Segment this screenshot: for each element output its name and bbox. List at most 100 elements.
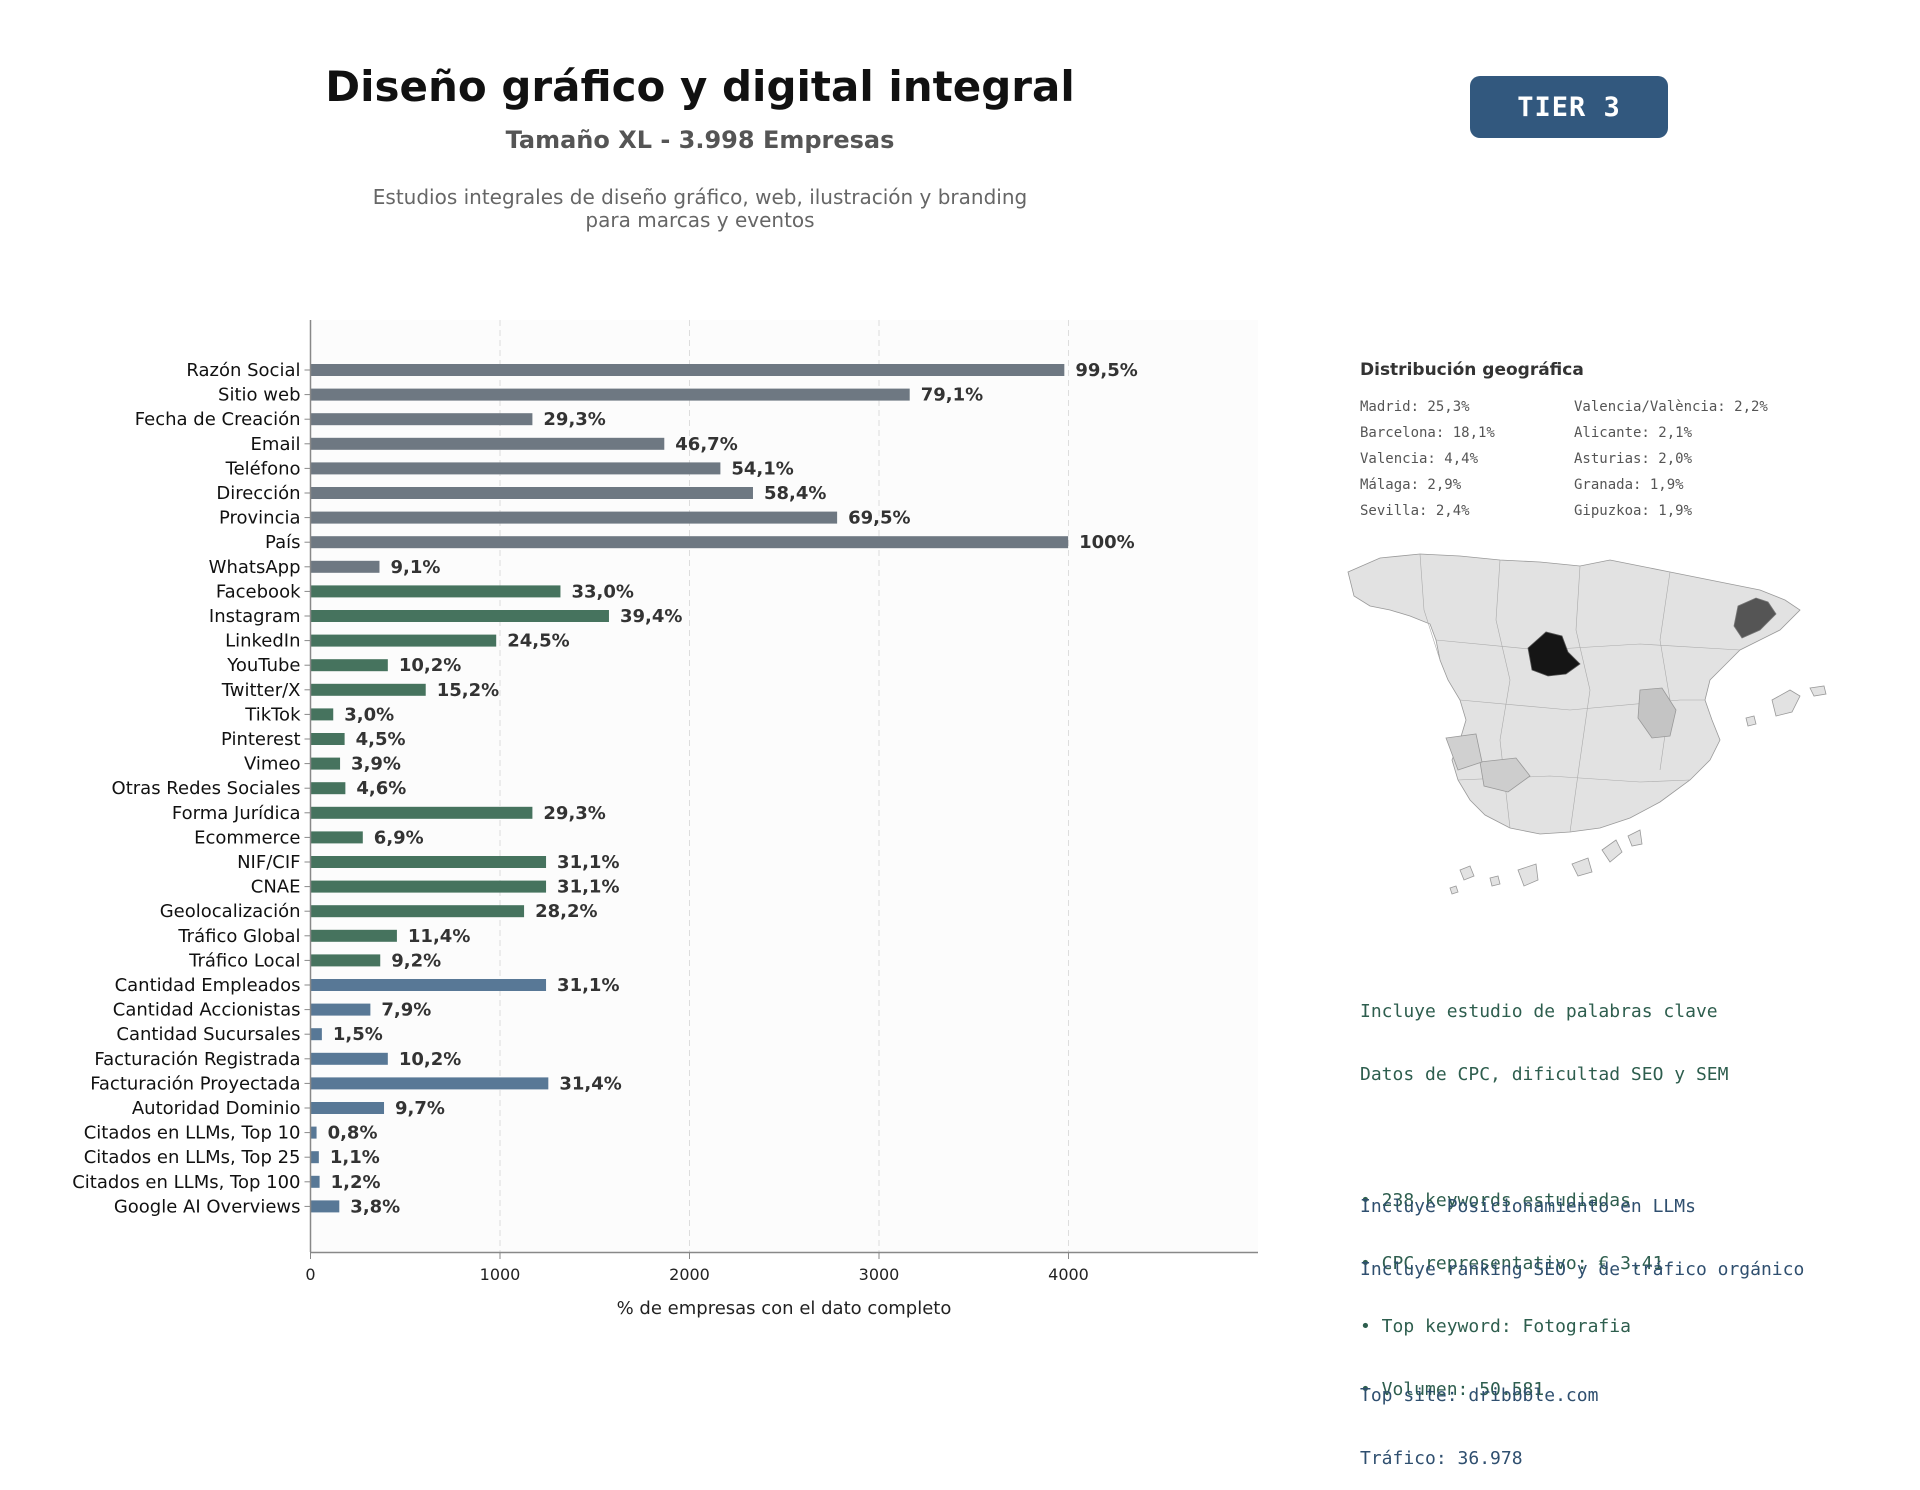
category-label: Cantidad Empleados (115, 975, 301, 996)
description-line: para marcas y eventos (585, 208, 815, 232)
map-region-sevilla (1445, 733, 1483, 771)
tier-badge: TIER 3 (1470, 76, 1668, 138)
value-label: 69,5% (848, 508, 910, 529)
category-label: Pinterest (221, 729, 301, 750)
value-label: 33,0% (571, 581, 633, 602)
bar (310, 1126, 317, 1139)
keywords-info: Incluye estudio de palabras clave Datos … (1360, 959, 1728, 1421)
value-label: 3,8% (350, 1196, 400, 1217)
map-border (1435, 639, 1741, 651)
category-label: Instagram (209, 606, 301, 627)
bar (310, 437, 665, 450)
category-label: Citados en LLMs, Top 10 (84, 1123, 301, 1144)
value-label: 6,9% (374, 827, 424, 848)
category-label: Fecha de Creación (135, 409, 301, 430)
bar (310, 1151, 319, 1164)
geo-item: Barcelona: 18,1% (1360, 425, 1495, 441)
value-label: 79,1% (921, 385, 983, 406)
value-label: 4,5% (356, 729, 406, 750)
x-ticks: 0 1000 2000 3000 4000 (305, 1252, 1089, 1284)
category-label: País (265, 532, 300, 553)
bar (310, 806, 533, 819)
bar (310, 560, 380, 573)
value-label: 31,1% (557, 877, 619, 898)
geo-item: Valencia/València: 2,2% (1574, 399, 1768, 415)
value-label: 100% (1079, 532, 1135, 553)
map-mainland (1347, 553, 1801, 835)
value-label: 9,7% (395, 1098, 445, 1119)
category-label: Vimeo (244, 754, 301, 775)
value-label: 4,6% (356, 778, 406, 799)
category-label: Tráfico Global (177, 926, 300, 947)
category-label: Razón Social (186, 360, 300, 381)
bar (310, 511, 838, 524)
map-region-valencia (1637, 687, 1677, 739)
bar (310, 733, 345, 745)
llm-line: Top site: dribbble.com (1360, 1385, 1599, 1406)
category-label: Ecommerce (194, 827, 300, 848)
geo-item: Valencia: 4,4% (1360, 451, 1479, 467)
x-tick-label: 1000 (480, 1265, 521, 1284)
page-subtitle: Tamaño XL - 3.998 Empresas (505, 126, 895, 154)
bars-group: Razón Social 99,5% Sitio web 79,1% Fecha de … (72, 360, 1138, 1217)
value-label: 11,4% (408, 926, 470, 947)
x-tick-label: 3000 (859, 1265, 900, 1284)
bar (310, 905, 525, 918)
bar (310, 462, 721, 475)
value-label: 3,9% (351, 754, 401, 775)
geo-item: Asturias: 2,0% (1574, 451, 1693, 467)
geo-item: Madrid: 25,3% (1360, 399, 1470, 415)
map-balearic-islands (1745, 685, 1827, 727)
value-label: 0,8% (328, 1123, 378, 1144)
keywords-bullet: • Top keyword: Fotografia (1360, 1316, 1631, 1337)
bar-chart: Razón Social 99,5% Sitio web 79,1% Fecha de … (72, 320, 1258, 1319)
value-label: 9,2% (391, 950, 441, 971)
category-label: Geolocalización (160, 901, 301, 922)
page-description: Estudios integrales de diseño gráfico, w… (300, 186, 1100, 232)
value-label: 10,2% (399, 655, 461, 676)
bar (310, 683, 426, 696)
value-label: 58,4% (764, 483, 826, 504)
value-label: 46,7% (675, 434, 737, 455)
bar (310, 413, 533, 426)
category-label: Citados en LLMs, Top 25 (84, 1147, 301, 1168)
category-label: LinkedIn (225, 631, 300, 652)
bar (310, 388, 910, 401)
bar (310, 954, 381, 967)
bar (310, 831, 363, 844)
value-label: 31,1% (557, 975, 619, 996)
value-label: 10,2% (399, 1049, 461, 1070)
category-label: Cantidad Accionistas (113, 1000, 301, 1021)
bar (310, 487, 753, 499)
value-label: 31,4% (559, 1073, 621, 1094)
page-title: Diseño gráfico y digital integral (325, 62, 1075, 111)
bar (310, 364, 1065, 376)
llm-line: Incluye ranking SEO y de tráfico orgánic… (1360, 1259, 1805, 1280)
bar (310, 757, 341, 770)
category-label: CNAE (251, 877, 301, 898)
category-label: Twitter/X (221, 680, 301, 701)
category-label: Facebook (216, 581, 301, 602)
category-label: Dirección (216, 483, 300, 504)
keywords-line: Datos de CPC, dificultad SEO y SEM (1360, 1064, 1729, 1085)
map-region-malaga (1479, 757, 1531, 793)
value-label: 29,3% (543, 803, 605, 824)
bar (310, 1003, 371, 1016)
geo-distribution-list: Madrid: 25,3% Valencia/València: 2,2% Ba… (1360, 398, 1840, 521)
bar (310, 708, 334, 721)
value-label: 3,0% (344, 704, 394, 725)
keywords-bullet: • CPC representativo: € 3.41 (1360, 1253, 1664, 1274)
llm-line: Incluye Posicionamiento en LLMs (1360, 1196, 1696, 1217)
value-label: 99,5% (1075, 360, 1137, 381)
category-label: Citados en LLMs, Top 100 (72, 1172, 300, 1193)
map-canary-islands (1449, 829, 1643, 895)
bar (310, 782, 346, 795)
value-label: 9,1% (390, 557, 440, 578)
category-label: WhatsApp (209, 557, 301, 578)
geo-item: Gipuzkoa: 1,9% (1574, 503, 1693, 519)
value-label: 31,1% (557, 852, 619, 873)
category-label: Cantidad Sucursales (116, 1024, 300, 1045)
value-label: 7,9% (381, 1000, 431, 1021)
value-label: 29,3% (543, 409, 605, 430)
bar (310, 880, 547, 893)
